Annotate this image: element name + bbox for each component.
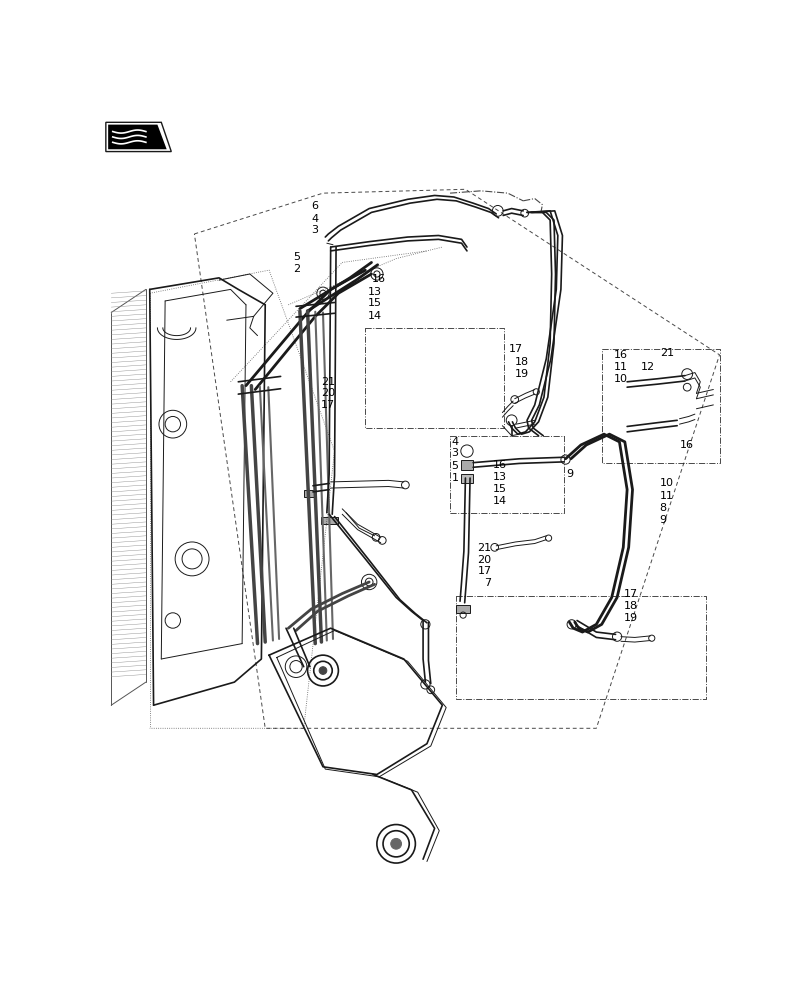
Text: 4: 4 [451,437,458,447]
Text: 13: 13 [492,472,507,482]
Text: 11: 11 [613,362,627,372]
Text: 21: 21 [659,348,673,358]
Circle shape [319,667,327,674]
Text: 13: 13 [367,287,381,297]
Text: 20: 20 [321,388,335,398]
Text: 10: 10 [613,374,627,384]
FancyBboxPatch shape [461,474,473,483]
Text: 16: 16 [679,440,693,450]
FancyBboxPatch shape [456,605,470,613]
Circle shape [390,838,401,849]
Text: 15: 15 [492,484,507,494]
FancyBboxPatch shape [303,490,315,497]
Text: 12: 12 [640,362,654,372]
Text: 14: 14 [367,311,381,321]
Text: 20: 20 [477,555,491,565]
Text: 16: 16 [492,460,507,470]
Text: 11: 11 [659,491,672,501]
Text: 9: 9 [565,469,573,479]
Text: 7: 7 [484,578,491,588]
Text: 3: 3 [311,225,318,235]
Polygon shape [108,125,166,149]
FancyBboxPatch shape [461,460,473,470]
Text: 14: 14 [492,496,507,506]
Text: 15: 15 [367,298,381,308]
Text: 17: 17 [508,344,522,354]
Text: 17: 17 [321,400,335,410]
Text: 3: 3 [451,448,458,458]
FancyBboxPatch shape [321,517,338,524]
Text: 21: 21 [321,377,335,387]
Text: 6: 6 [311,201,318,211]
Text: 21: 21 [477,543,491,553]
Text: 18: 18 [514,357,528,367]
Text: 9: 9 [659,515,666,525]
Text: 17: 17 [624,589,637,599]
Text: 8: 8 [659,503,666,513]
Text: 5: 5 [294,252,300,262]
Text: 16: 16 [613,350,627,360]
Text: 18: 18 [624,601,637,611]
Text: 4: 4 [311,214,318,224]
Text: 5: 5 [451,461,458,471]
Text: 16: 16 [371,274,386,284]
Text: 1: 1 [451,473,458,483]
Text: 10: 10 [659,478,672,488]
Text: 19: 19 [514,369,528,379]
Text: 2: 2 [293,264,300,274]
Text: 17: 17 [477,566,491,576]
Text: 19: 19 [624,613,637,623]
